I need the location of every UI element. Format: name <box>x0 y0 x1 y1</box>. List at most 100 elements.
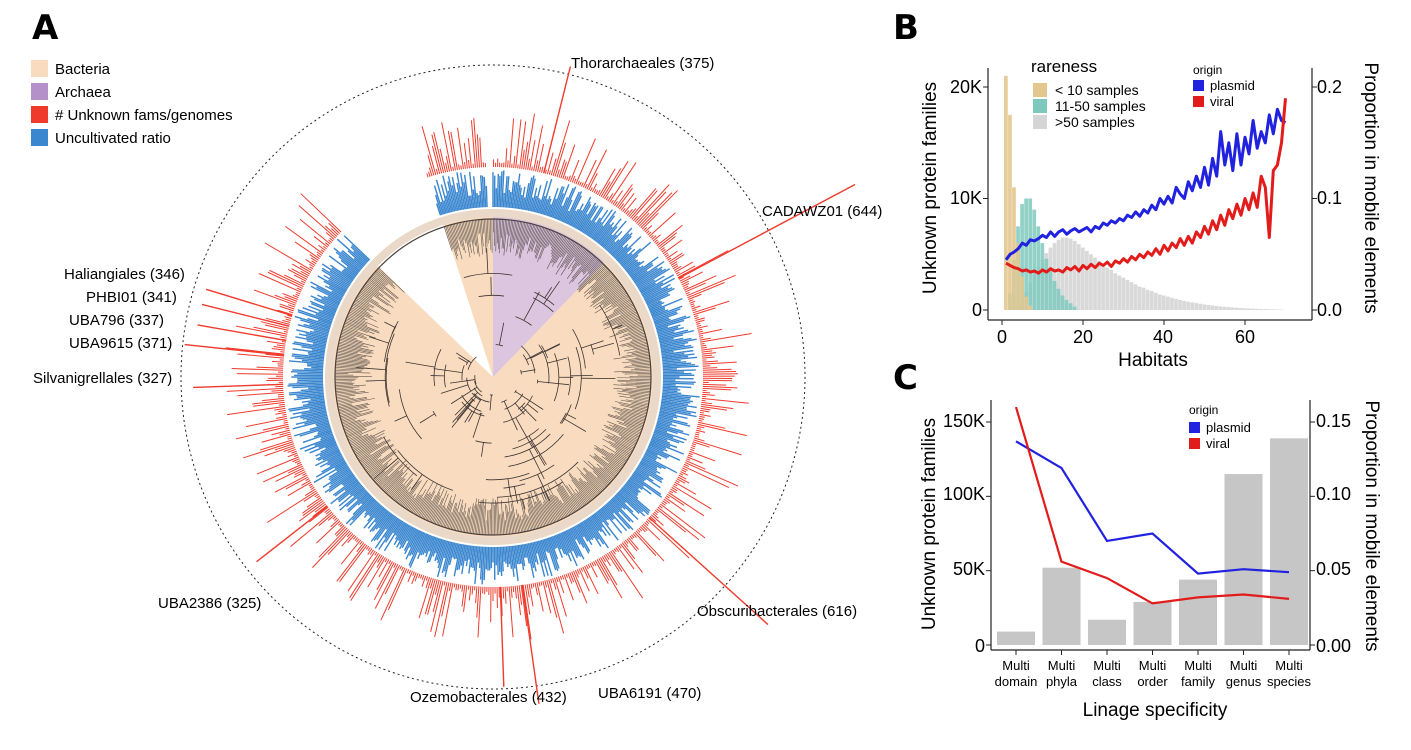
uncultivated-bar <box>527 543 535 569</box>
unknown-fams-bar <box>593 188 597 194</box>
terminal-branch <box>474 219 480 257</box>
terminal-branch <box>511 503 516 534</box>
terminal-branch <box>336 394 356 398</box>
unknown-fams-bar <box>330 228 339 236</box>
internal-branch <box>537 474 551 502</box>
terminal-branch <box>445 226 454 250</box>
uncultivated-bar <box>591 209 613 240</box>
terminal-branch <box>352 432 385 450</box>
unknown-fams-bar <box>505 148 508 168</box>
internal-arc <box>463 273 513 279</box>
uncultivated-bar <box>315 460 346 478</box>
uncultivated-bar <box>630 262 653 279</box>
terminal-branch <box>362 444 395 467</box>
terminal-branch <box>593 456 618 476</box>
unknown-fams-bar <box>582 566 589 579</box>
unknown-fams-bar <box>675 479 680 483</box>
unknown-fams-bar <box>231 368 284 371</box>
terminal-branch <box>355 297 374 309</box>
terminal-branch <box>467 220 472 243</box>
b-bar-gt50 <box>1117 275 1122 310</box>
unknown-fams-bar <box>400 566 404 571</box>
unknown-fams-bar <box>346 531 352 538</box>
uncultivated-bar <box>599 508 610 521</box>
terminal-branch <box>432 498 443 524</box>
terminal-branch <box>535 228 548 259</box>
unknown-fams-bar <box>285 226 324 255</box>
uncultivated-bar <box>622 485 639 500</box>
terminal-branch <box>635 347 649 351</box>
uncultivated-bar <box>331 290 344 298</box>
unknown-fams-bar <box>287 304 296 308</box>
unknown-fams-bar <box>325 242 330 247</box>
uncultivated-bar <box>606 502 631 530</box>
rareness-histogram <box>1004 75 1284 310</box>
terminal-branch <box>567 247 584 270</box>
unknown-fams-bar <box>287 465 304 474</box>
uncultivated-bar <box>510 180 515 209</box>
uncultivated-bar <box>660 344 685 350</box>
internal-branch <box>410 474 423 490</box>
unknown-fams-bar <box>580 567 584 572</box>
unknown-fams-bar <box>700 344 707 347</box>
terminal-branch <box>335 384 353 386</box>
terminal-branch <box>344 321 370 331</box>
unknown-fams-bar <box>435 168 439 175</box>
unknown-fams-bar <box>699 411 705 414</box>
unknown-fams-bar <box>688 452 693 456</box>
uncultivated-bar <box>644 287 669 301</box>
unknown-fams-bar <box>300 280 306 284</box>
uncultivated-bar <box>409 529 420 548</box>
uncultivated-bar <box>505 546 509 568</box>
uncultivated-bar <box>578 523 593 546</box>
terminal-branch <box>335 364 365 367</box>
terminal-branch <box>622 371 651 374</box>
unknown-fams-bar <box>311 260 317 265</box>
uncultivated-bar <box>604 234 618 250</box>
uncultivated-bar <box>649 441 667 450</box>
b-legend-gt50: >50 samples <box>1055 114 1135 130</box>
unknown-fams-bar <box>554 142 567 177</box>
uncultivated-bar <box>569 528 577 540</box>
terminal-branch <box>446 512 452 529</box>
terminal-branch <box>349 433 369 443</box>
unknown-fams-bar <box>677 476 690 484</box>
b-bar-11-50 <box>1064 299 1069 310</box>
uncultivated-bar <box>579 522 592 541</box>
terminal-branch <box>446 225 458 260</box>
terminal-branch <box>340 408 370 418</box>
terminal-branch <box>604 297 631 314</box>
uncultivated-bar <box>646 449 658 457</box>
unknown-fams-bar <box>260 321 289 329</box>
uncultivated-bar <box>306 414 328 421</box>
terminal-branch <box>582 257 597 274</box>
b-bar-gt50 <box>1056 239 1061 310</box>
unknown-fams-bar <box>516 585 522 616</box>
unknown-fams-bar <box>548 170 551 175</box>
unknown-fams-bar <box>339 544 368 583</box>
unknown-fams-bar <box>631 534 635 539</box>
uncultivated-bar <box>520 544 526 567</box>
internal-arc <box>474 380 482 393</box>
terminal-branch <box>423 494 437 520</box>
uncultivated-bar <box>655 424 690 436</box>
terminal-branch <box>583 269 610 294</box>
unknown-fams-bar <box>302 472 307 476</box>
unknown-fams-bar <box>698 334 704 337</box>
terminal-branch <box>473 504 478 534</box>
internal-branch <box>405 361 435 368</box>
unknown-fams-bar <box>421 126 437 176</box>
tree-legend-label-uncultivated_bar: Uncultivated ratio <box>55 130 171 147</box>
terminal-branch <box>358 439 391 461</box>
unknown-fams-bar <box>559 575 563 580</box>
terminal-branch <box>617 393 650 398</box>
terminal-branch <box>476 219 479 235</box>
uncultivated-bar <box>499 546 503 577</box>
terminal-branch <box>631 408 648 413</box>
uncultivated-bar <box>649 442 668 452</box>
uncultivated-bar <box>594 215 616 242</box>
uncultivated-bar <box>651 309 669 317</box>
uncultivated-bar <box>308 386 324 390</box>
uncultivated-bar <box>544 538 557 571</box>
terminal-branch <box>350 434 373 446</box>
